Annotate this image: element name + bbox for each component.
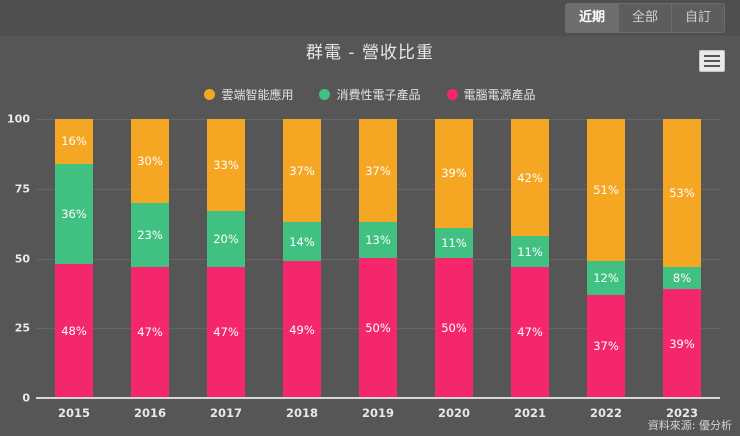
menu-bar-2: [704, 60, 720, 62]
chart-legend: 雲端智能應用 消費性電子產品 電腦電源產品: [0, 86, 740, 103]
bar-segment-2015-series0[interactable]: 16%: [55, 119, 93, 164]
x-axis-tick-2021: 2021: [513, 406, 546, 420]
bar-column-2022: 51% 12% 37%: [568, 119, 644, 398]
bar-column-2020: 39% 11% 50%: [416, 119, 492, 398]
bar-segment-2019-series1[interactable]: 13%: [359, 222, 397, 259]
y-axis-tick-25: 25: [14, 321, 30, 335]
bar-segment-2019-series2[interactable]: 50%: [359, 258, 397, 398]
bar-stack: 51% 12% 37%: [587, 119, 625, 398]
source-note: 資料來源: 優分析: [647, 419, 732, 432]
legend-dot-consumer-icon: [319, 89, 331, 100]
bar-segment-2021-series1[interactable]: 11%: [511, 236, 549, 267]
bar-segment-2021-series2[interactable]: 47%: [511, 266, 549, 398]
legend-dot-power-icon: [446, 89, 458, 100]
bar-stack: 33% 20% 47%: [207, 119, 245, 398]
x-axis-line: [36, 397, 720, 399]
bar-segment-2020-series2[interactable]: 50%: [435, 258, 473, 398]
bar-stack: 16% 36% 48%: [55, 119, 93, 398]
bar-column-2015: 16% 36% 48%: [36, 119, 112, 398]
bar-segment-2023-series1[interactable]: 8%: [663, 266, 701, 290]
bar-column-2016: 30% 23% 47%: [112, 119, 188, 398]
bar-segment-2016-series1[interactable]: 23%: [131, 202, 169, 267]
top-bar: 近期 全部 自訂: [0, 0, 740, 36]
bar-segment-2021-series0[interactable]: 42%: [511, 119, 549, 237]
bar-segment-2023-series2[interactable]: 39%: [663, 289, 701, 398]
bar-segment-2022-series1[interactable]: 12%: [587, 261, 625, 295]
bar-segment-2022-series2[interactable]: 37%: [587, 294, 625, 398]
legend-item-power[interactable]: 電腦電源產品: [446, 86, 536, 103]
bar-segment-2018-series2[interactable]: 49%: [283, 261, 321, 398]
y-axis: 100 75 50 25 0: [0, 110, 36, 405]
bar-column-2017: 33% 20% 47%: [188, 119, 264, 398]
legend-item-consumer[interactable]: 消費性電子產品: [319, 86, 421, 103]
bar-segment-2018-series1[interactable]: 14%: [283, 222, 321, 262]
x-axis-tick-2017: 2017: [209, 406, 242, 420]
bar-column-2023: 53% 8% 39%: [644, 119, 720, 398]
x-axis-tick-2018: 2018: [285, 406, 318, 420]
bar-segment-2018-series0[interactable]: 37%: [283, 119, 321, 223]
legend-item-cloud[interactable]: 雲端智能應用: [204, 86, 293, 103]
bar-stack: 53% 8% 39%: [663, 119, 701, 398]
range-tab-all[interactable]: 全部: [618, 4, 672, 32]
range-tab-custom[interactable]: 自訂: [671, 4, 724, 32]
bar-segment-2020-series1[interactable]: 11%: [435, 227, 473, 259]
y-axis-tick-0: 0: [22, 391, 30, 405]
bar-stack: 37% 14% 49%: [283, 119, 321, 398]
x-axis: 2015 2016 2017 2018 2019 2020 2021 2022 2023: [36, 401, 720, 420]
bar-segment-2023-series0[interactable]: 53%: [663, 119, 701, 267]
bar-stack: 42% 11% 47%: [511, 119, 549, 398]
x-axis-tick-2019: 2019: [361, 406, 394, 420]
y-axis-tick-75: 75: [14, 182, 30, 196]
bar-stack: 39% 11% 50%: [435, 119, 473, 398]
bar-segment-2017-series2[interactable]: 47%: [207, 266, 245, 398]
range-tab-group: 近期 全部 自訂: [564, 3, 725, 33]
x-axis-tick-2020: 2020: [437, 406, 470, 420]
legend-label-power: 電腦電源產品: [463, 88, 536, 102]
plot-area: 16% 36% 48% 30% 23% 47% 33% 20% 47% 37% 14% 49% 37% 1…: [36, 110, 720, 399]
x-axis-tick-2022: 2022: [589, 406, 622, 420]
bar-stack: 30% 23% 47%: [131, 119, 169, 398]
bar-segment-2017-series0[interactable]: 33%: [207, 119, 245, 212]
bar-column-2021: 42% 11% 47%: [492, 119, 568, 398]
bar-segment-2016-series0[interactable]: 30%: [131, 119, 169, 203]
bar-segment-2015-series1[interactable]: 36%: [55, 163, 93, 265]
y-axis-tick-50: 50: [14, 252, 30, 265]
x-axis-tick-2023: 2023: [665, 406, 698, 420]
bar-segment-2016-series2[interactable]: 47%: [131, 266, 169, 398]
legend-label-cloud: 雲端智能應用: [221, 88, 294, 102]
chart-plot-wrapper: 100 75 50 25 0 16% 36% 48% 30% 23% 47% 33% 20% 47% 37…: [0, 110, 740, 420]
chart-title: 群電 - 營收比重: [306, 43, 434, 63]
x-axis-tick-2015: 2015: [57, 406, 90, 420]
y-axis-tick-100: 100: [7, 112, 30, 126]
bar-segment-2017-series1[interactable]: 20%: [207, 211, 245, 267]
bar-stack: 37% 13% 50%: [359, 119, 397, 398]
legend-dot-cloud-icon: [204, 89, 216, 100]
range-tab-recent[interactable]: 近期: [565, 4, 619, 32]
menu-bar-3: [704, 65, 720, 67]
bar-segment-2020-series0[interactable]: 39%: [435, 119, 473, 228]
bar-column-2019: 37% 13% 50%: [340, 119, 416, 398]
bar-segment-2022-series0[interactable]: 51%: [587, 119, 625, 262]
menu-bar-1: [704, 55, 720, 57]
bar-segment-2015-series2[interactable]: 48%: [55, 264, 93, 398]
bar-segment-2019-series0[interactable]: 37%: [359, 119, 397, 223]
hamburger-menu-icon[interactable]: [699, 50, 725, 72]
x-axis-tick-2016: 2016: [133, 406, 166, 420]
bar-column-2018: 37% 14% 49%: [264, 119, 340, 398]
legend-label-consumer: 消費性電子產品: [336, 88, 421, 102]
bar-series-group: 16% 36% 48% 30% 23% 47% 33% 20% 47% 37% 14% 49% 37% 1…: [36, 119, 720, 398]
